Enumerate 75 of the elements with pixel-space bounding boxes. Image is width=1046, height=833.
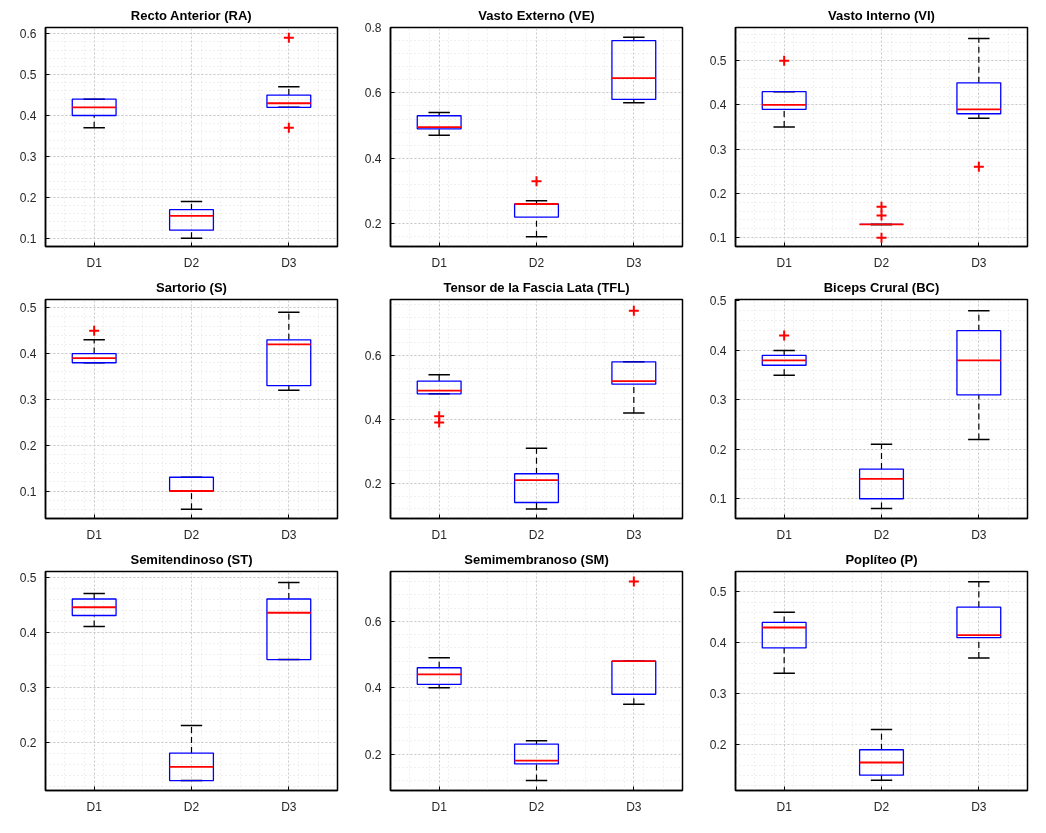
x-tick-label: D1	[86, 799, 103, 814]
chart-title: Poplíteo (P)	[845, 551, 918, 567]
chart-title: Vasto Interno (VI)	[828, 7, 935, 23]
x-tick-label: D1	[431, 527, 448, 542]
chart-title: Sartorio (S)	[156, 279, 227, 295]
y-tick-label: 0.6	[364, 614, 382, 629]
y-tick-label: 0.3	[709, 393, 727, 408]
y-tick-label: 0.2	[19, 735, 37, 750]
x-tick-label: D2	[528, 799, 545, 814]
x-tick-label: D1	[431, 799, 448, 814]
y-tick-label: 0.8	[364, 21, 382, 35]
chart-title: Vasto Externo (VE)	[478, 7, 595, 23]
y-tick-label: 0.2	[364, 747, 382, 762]
y-tick-label: 0.4	[709, 636, 727, 651]
y-tick-label: 0.4	[709, 98, 727, 113]
chart-title: Recto Anterior (RA)	[130, 7, 252, 23]
y-tick-label: 0.4	[19, 347, 37, 362]
y-tick-label: 0.4	[19, 625, 37, 640]
x-tick-label: D1	[776, 255, 793, 270]
x-tick-label: D3	[626, 799, 642, 814]
y-tick-label: 0.1	[709, 492, 727, 507]
y-tick-label: 0.1	[709, 231, 727, 246]
y-tick-label: 0.2	[364, 217, 382, 232]
x-tick-label: D2	[873, 799, 890, 814]
y-tick-label: 0.5	[709, 585, 727, 600]
y-tick-label: 0.6	[19, 27, 37, 42]
x-tick-label: D2	[183, 527, 200, 542]
x-tick-label: D1	[86, 255, 103, 270]
y-tick-label: 0.3	[709, 142, 727, 157]
chart-title: Biceps Crural (BC)	[823, 279, 940, 295]
y-tick-label: 0.3	[19, 149, 37, 164]
x-tick-label: D1	[86, 527, 103, 542]
x-tick-label: D3	[281, 799, 297, 814]
y-tick-label: 0.2	[709, 186, 727, 201]
y-tick-label: 0.2	[364, 476, 382, 491]
x-tick-label: D3	[971, 255, 987, 270]
y-tick-label: 0.5	[709, 54, 727, 69]
x-tick-label: D2	[183, 255, 200, 270]
chart-title: Semimembranoso (SM)	[464, 551, 609, 567]
y-tick-label: 0.4	[364, 681, 382, 696]
x-tick-label: D3	[971, 799, 987, 814]
y-tick-label: 0.5	[19, 68, 37, 83]
y-tick-label: 0.5	[19, 570, 37, 585]
y-tick-label: 0.1	[19, 231, 37, 246]
chart-title: Semitendinoso (ST)	[130, 551, 253, 567]
x-tick-label: D2	[528, 527, 545, 542]
y-tick-label: 0.6	[364, 348, 382, 363]
y-tick-label: 0.5	[19, 301, 37, 316]
y-tick-label: 0.3	[709, 687, 727, 702]
y-tick-label: 0.1	[19, 484, 37, 499]
y-tick-label: 0.6	[364, 86, 382, 101]
y-tick-label: 0.3	[19, 680, 37, 695]
y-tick-label: 0.2	[709, 738, 727, 753]
y-tick-label: 0.4	[709, 343, 727, 358]
y-tick-label: 0.5	[709, 294, 727, 309]
x-tick-label: D1	[776, 799, 793, 814]
x-tick-label: D1	[776, 527, 793, 542]
chart-title: Tensor de la Fascia Lata (TFL)	[443, 279, 630, 295]
x-tick-label: D3	[281, 255, 297, 270]
y-tick-label: 0.2	[709, 442, 727, 457]
y-tick-label: 0.4	[19, 109, 37, 124]
y-tick-label: 0.4	[364, 412, 382, 427]
x-tick-label: D2	[528, 255, 545, 270]
x-tick-label: D3	[626, 255, 642, 270]
y-tick-label: 0.2	[19, 438, 37, 453]
x-tick-label: D3	[281, 527, 297, 542]
x-tick-label: D3	[626, 527, 642, 542]
x-tick-label: D2	[873, 527, 890, 542]
x-tick-label: D1	[431, 255, 448, 270]
x-tick-label: D2	[873, 255, 890, 270]
y-tick-label: 0.2	[19, 190, 37, 205]
x-tick-label: D2	[183, 799, 200, 814]
y-tick-label: 0.3	[19, 392, 37, 407]
y-tick-label: 0.4	[364, 151, 382, 166]
x-tick-label: D3	[971, 527, 987, 542]
